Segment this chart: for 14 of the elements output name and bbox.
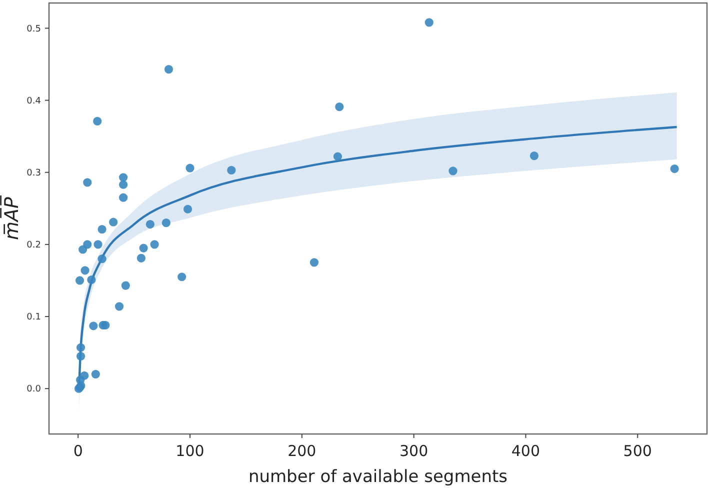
x-tick-label: 0: [73, 442, 83, 460]
y-tick-label: 0.3: [26, 168, 41, 179]
x-tick-label: 300: [399, 442, 428, 460]
y-tick-label: 0.5: [26, 24, 41, 34]
x-axis-title: number of available segments: [248, 467, 508, 487]
x-tick-label: 200: [288, 442, 316, 460]
y-tick-label: 0.0: [26, 384, 42, 395]
y-tick-label: 0.4: [26, 96, 42, 106]
y-tick-label: 0.2: [26, 240, 41, 251]
x-tick-label: 400: [511, 442, 540, 460]
x-tick-label: 500: [623, 442, 652, 460]
x-tick-label: 100: [176, 442, 204, 460]
y-axis-title: m̅A̅P̅: [0, 194, 23, 240]
y-tick-label: 0.1: [26, 312, 41, 323]
